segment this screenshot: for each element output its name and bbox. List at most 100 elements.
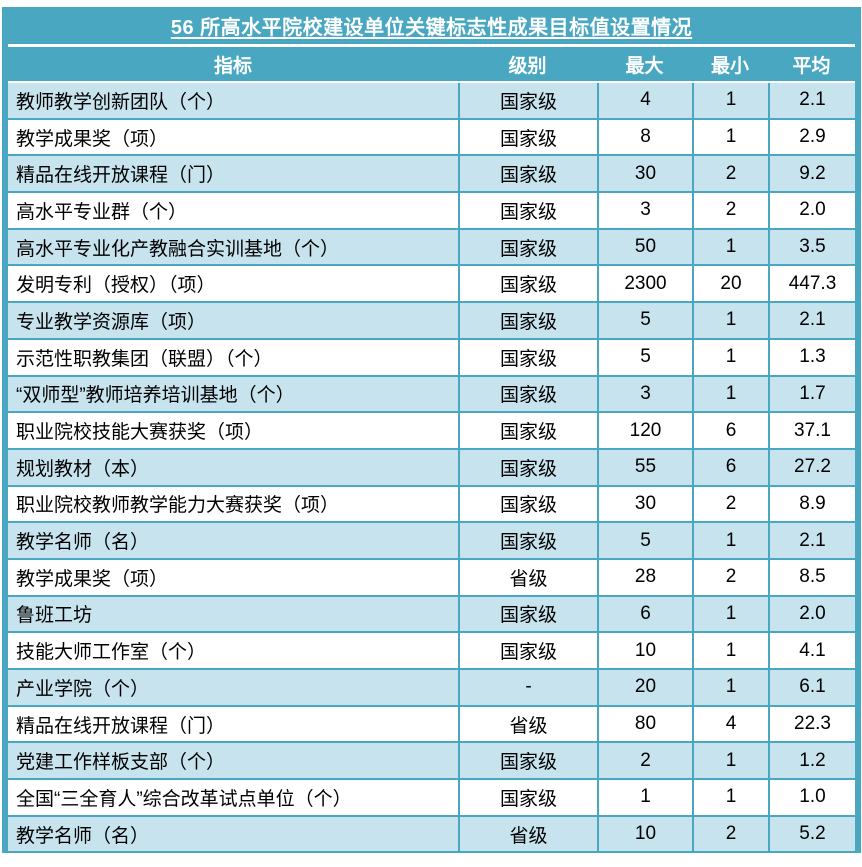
table-row: 高水平专业化产教融合实训基地（个） 国家级 50 1 3.5 (8, 229, 855, 267)
table-row: 专业教学资源库（项） 国家级 5 1 2.1 (8, 303, 855, 340)
indicator-cell: 高水平专业化产教融合实训基地（个） (16, 238, 340, 260)
indicator-cell: 精品在线开放课程（门） (16, 165, 226, 187)
value-cell: 国家级 (458, 376, 597, 412)
value-cell: - (458, 670, 597, 705)
value-cell: 1.3 (768, 339, 855, 375)
indicator-cell: 职业院校教师教学能力大赛获奖（项） (16, 495, 340, 517)
indicator-cell: 教学成果奖（项） (16, 568, 169, 590)
value-cell: 5.2 (768, 816, 855, 852)
value-cell: 国家级 (458, 449, 597, 485)
indicator-cell: 高水平专业群（个） (16, 201, 188, 223)
value-cell: 4 (692, 706, 768, 742)
indicator-cell: 产业学院（个） (16, 678, 150, 700)
value-cell: 省级 (458, 559, 597, 595)
value-cell: 国家级 (458, 780, 597, 815)
table-row: 技能大师工作室（个） 国家级 10 1 4.1 (8, 633, 855, 670)
indicator-cell: 规划教材（本） (16, 458, 150, 480)
value-cell: 10 (597, 633, 692, 668)
value-cell: 3.5 (768, 229, 855, 265)
value-cell: 8.5 (768, 559, 855, 595)
table-title: 56 所高水平院校建设单位关键标志性成果目标值设置情况 (170, 17, 693, 39)
table-body: 教师教学创新团队（个） 国家级 4 1 2.1 教学成果奖（项） 国家级 8 1 2.9 精品在线开… (8, 83, 855, 854)
value-cell: 80 (597, 706, 692, 742)
value-cell: 6 (692, 413, 768, 448)
value-cell: 国家级 (458, 523, 597, 558)
indicator-cell: 发明专利（授权）（项） (16, 275, 216, 297)
value-cell: 2 (692, 193, 768, 228)
value-cell: 1 (692, 596, 768, 632)
indicator-cell: 教学成果奖（项） (16, 128, 169, 150)
value-cell: 省级 (458, 816, 597, 852)
value-cell: 37.1 (768, 413, 855, 448)
table-row: 示范性职教集团（联盟）（个） 国家级 5 1 1.3 (8, 339, 855, 377)
table-row: 鲁班工坊 国家级 6 1 2.0 (8, 596, 855, 634)
value-cell: 国家级 (458, 743, 597, 779)
table-row: 规划教材（本） 国家级 55 6 27.2 (8, 449, 855, 487)
table-row: 全国“三全育人”综合改革试点单位（个） 国家级 1 1 1.0 (8, 780, 855, 817)
indicator-cell: 党建工作样板支部（个） (16, 752, 226, 774)
value-cell: 1.2 (768, 743, 855, 779)
value-cell: 1 (692, 633, 768, 668)
table-row: 职业院校技能大赛获奖（项） 国家级 120 6 37.1 (8, 413, 855, 450)
value-cell: 1 (692, 119, 768, 155)
indicator-cell: 技能大师工作室（个） (16, 642, 207, 664)
data-table: 56 所高水平院校建设单位关键标志性成果目标值设置情况 指标 级别 最大 最小 … (2, 7, 861, 854)
value-cell: 27.2 (768, 449, 855, 485)
value-cell: 6 (597, 596, 692, 632)
value-cell: 国家级 (458, 83, 597, 118)
value-cell: 1 (597, 780, 692, 815)
indicator-cell: 教学名师（名） (16, 825, 150, 847)
table-header-row: 指标 级别 最大 最小 平均 (8, 47, 855, 83)
value-cell: 20 (692, 266, 768, 302)
value-cell: 国家级 (458, 486, 597, 522)
value-cell: 30 (597, 486, 692, 522)
value-cell: 2 (692, 816, 768, 852)
value-cell: 5 (597, 523, 692, 558)
value-cell: 2 (692, 486, 768, 522)
value-cell: 20 (597, 670, 692, 705)
table-row: 教学名师（名） 省级 10 2 5.2 (8, 816, 855, 854)
value-cell: 3 (597, 193, 692, 228)
indicator-cell: “双师型”教师培养培训基地（个） (16, 385, 295, 407)
value-cell: 2.1 (768, 303, 855, 338)
value-cell: 55 (597, 449, 692, 485)
column-header-max: 最大 (625, 55, 664, 77)
value-cell: 8 (597, 119, 692, 155)
value-cell: 5 (597, 339, 692, 375)
value-cell: 国家级 (458, 596, 597, 632)
value-cell: 省级 (458, 706, 597, 742)
value-cell: 1 (692, 229, 768, 265)
value-cell: 3 (597, 376, 692, 412)
value-cell: 1.7 (768, 376, 855, 412)
column-header-min: 最小 (710, 55, 749, 77)
table-row: 精品在线开放课程（门） 国家级 30 2 9.2 (8, 156, 855, 194)
table-title-bar: 56 所高水平院校建设单位关键标志性成果目标值设置情况 (8, 7, 855, 47)
table-row: “双师型”教师培养培训基地（个） 国家级 3 1 1.7 (8, 376, 855, 414)
value-cell: 2.1 (768, 523, 855, 558)
value-cell: 1 (692, 339, 768, 375)
value-cell: 1 (692, 670, 768, 705)
value-cell: 国家级 (458, 339, 597, 375)
indicator-cell: 鲁班工坊 (16, 605, 93, 627)
value-cell: 22.3 (768, 706, 855, 742)
value-cell: 6.1 (768, 670, 855, 705)
value-cell: 1.0 (768, 780, 855, 815)
table-row: 高水平专业群（个） 国家级 3 2 2.0 (8, 193, 855, 230)
value-cell: 50 (597, 229, 692, 265)
value-cell: 2.0 (768, 193, 855, 228)
value-cell: 1 (692, 303, 768, 338)
value-cell: 2.1 (768, 83, 855, 118)
indicator-cell: 专业教学资源库（项） (16, 311, 207, 333)
value-cell: 国家级 (458, 156, 597, 192)
value-cell: 1 (692, 743, 768, 779)
value-cell: 1 (692, 780, 768, 815)
value-cell: 6 (692, 449, 768, 485)
column-header-indicator: 指标 (213, 55, 252, 77)
value-cell: 2 (692, 156, 768, 192)
value-cell: 10 (597, 816, 692, 852)
value-cell: 国家级 (458, 303, 597, 338)
value-cell: 2.0 (768, 596, 855, 632)
value-cell: 1 (692, 523, 768, 558)
table-row: 教师教学创新团队（个） 国家级 4 1 2.1 (8, 83, 855, 120)
